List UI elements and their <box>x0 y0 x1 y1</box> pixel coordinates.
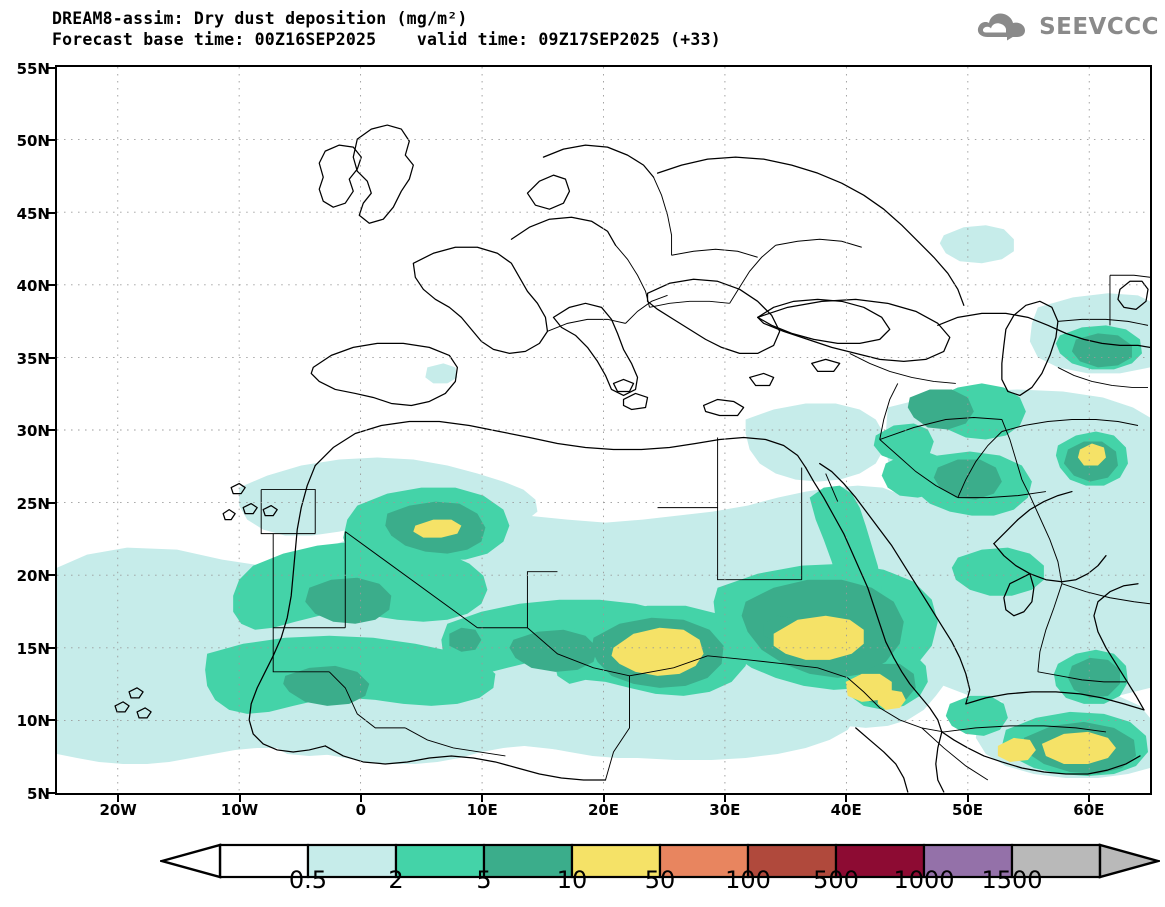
y-axis-tick-label: 10N <box>16 712 50 730</box>
x-axis-tick-mark <box>845 795 848 802</box>
x-axis-tick-label: 10E <box>466 801 498 819</box>
colorbar-swatch[interactable] <box>306 843 398 879</box>
y-axis-tick-mark <box>48 139 55 141</box>
x-axis-tick-mark <box>359 795 362 802</box>
colorbar-swatch[interactable] <box>834 843 926 879</box>
chart-title: DREAM8-assim: Dry dust deposition (mg/m²… <box>52 9 468 28</box>
contour-band-10-50 <box>413 443 1116 764</box>
map-plot-area <box>55 65 1152 795</box>
colorbar-swatch[interactable] <box>746 843 838 879</box>
colorbar-swatch[interactable] <box>482 843 574 879</box>
chart-title-block: DREAM8-assim: Dry dust deposition (mg/m²… <box>52 8 721 50</box>
y-axis-tick-mark <box>48 284 55 286</box>
colorbar-swatch[interactable] <box>394 843 486 879</box>
colorbar-arrow-left <box>157 843 222 879</box>
x-axis-tick-mark <box>966 795 969 802</box>
x-axis-tick-mark <box>723 795 726 802</box>
y-axis-tick-mark <box>48 429 55 431</box>
colorbar-labels: 0.5 2 5 10 50 100 500 1000 1500 <box>160 866 1160 902</box>
x-axis-tick-mark <box>481 795 484 802</box>
colorbar-swatch[interactable] <box>570 843 662 879</box>
y-axis-tick-label: 55N <box>16 59 50 78</box>
colorbar-tick-label: 2 <box>388 866 404 894</box>
x-axis-tick-mark <box>602 795 605 802</box>
y-axis-tick-label: 20N <box>16 567 50 585</box>
y-axis-tick-label: 35N <box>16 349 50 368</box>
logo-text: SEEVCCC <box>1039 14 1159 40</box>
cloud-arrow-icon <box>977 13 1026 41</box>
x-axis-tick-label: 10W <box>220 801 259 819</box>
map-gridlines <box>57 67 1150 793</box>
x-axis-tick-mark <box>117 795 120 802</box>
map-country-borders <box>260 176 1150 781</box>
colorbar-tick-label: 5 <box>476 866 492 894</box>
y-axis-tick-label: 50N <box>16 132 50 150</box>
colorbar-tick-label: 100 <box>725 866 771 894</box>
y-axis-tick-mark <box>48 791 55 794</box>
y-axis-tick-mark <box>48 719 55 721</box>
colorbar-tick-label: 0.5 <box>288 866 328 894</box>
y-axis-tick-label: 40N <box>16 277 50 295</box>
chart-subtitle: Forecast base time: 00Z16SEP2025 valid t… <box>52 30 721 49</box>
colorbar-tick-label: 1000 <box>893 866 955 894</box>
x-axis-tick-label: 0 <box>355 801 367 819</box>
x-axis-tick-label: 40E <box>830 801 862 819</box>
x-axis-tick-label: 50E <box>951 801 984 819</box>
y-axis-tick-mark <box>48 574 55 576</box>
colorbar-tick-label: 500 <box>813 866 859 894</box>
colorbar[interactable] <box>157 843 1163 883</box>
colorbar-tick-label: 10 <box>556 866 588 894</box>
y-axis-tick-mark <box>48 66 55 69</box>
x-axis-tick-label: 30E <box>709 801 741 819</box>
y-axis-tick-mark <box>48 646 55 649</box>
colorbar-arrow-right <box>1098 843 1163 879</box>
y-axis-tick-label: 5N <box>27 784 50 803</box>
colorbar-swatch[interactable] <box>1010 843 1102 879</box>
x-axis-tick-mark <box>1087 795 1090 802</box>
x-axis-tick-label: 20E <box>587 801 620 819</box>
x-axis-tick-label: 20W <box>99 801 137 819</box>
y-axis-tick-mark <box>48 211 55 214</box>
y-axis-tick-mark <box>48 356 55 359</box>
y-axis-tick-mark <box>48 501 55 504</box>
seevccc-logo: SEEVCCC <box>974 10 1159 44</box>
colorbar-tick-label: 1500 <box>981 866 1043 894</box>
x-axis-tick-mark <box>238 795 241 802</box>
x-axis-tick-label: 60E <box>1073 801 1105 819</box>
y-axis-tick-label: 30N <box>16 422 50 440</box>
y-axis-tick-label: 45N <box>16 204 50 223</box>
colorbar-tick-label: 50 <box>644 866 676 894</box>
y-axis-tick-label: 15N <box>16 639 50 658</box>
map-coastlines <box>114 124 1150 793</box>
colorbar-swatches[interactable] <box>157 843 1163 879</box>
y-axis-tick-label: 25N <box>16 494 50 513</box>
dust-deposition-map <box>57 67 1150 793</box>
